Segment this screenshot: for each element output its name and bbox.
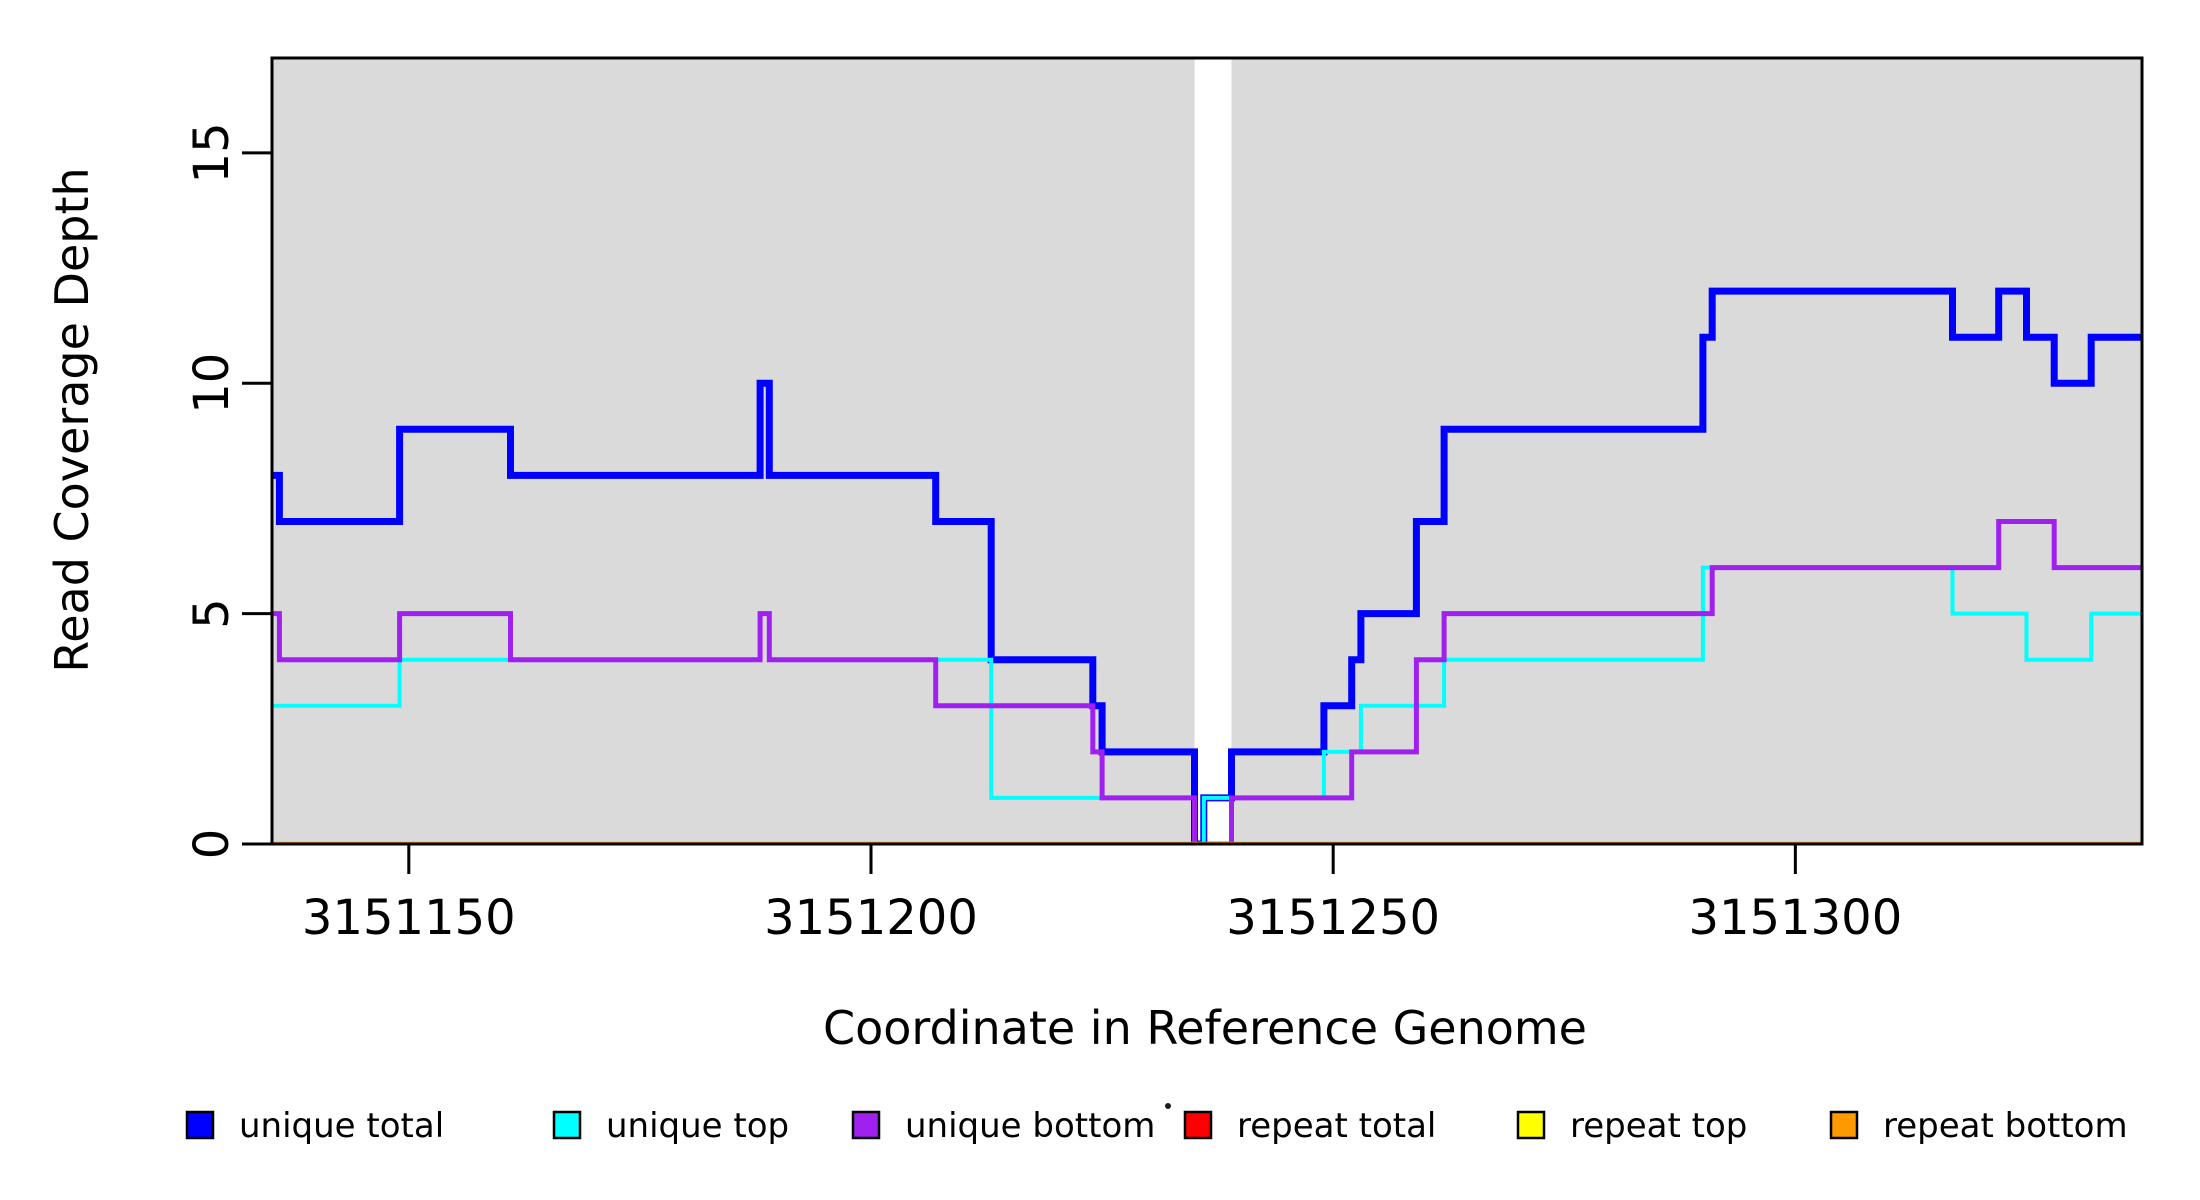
- legend-swatch-unique-total: [185, 1110, 215, 1140]
- x-axis-title: Coordinate in Reference Genome: [823, 1001, 1587, 1055]
- legend-item-unique-bottom: unique bottom: [851, 1106, 1155, 1146]
- legend-label-repeat-total: repeat total: [1237, 1106, 1436, 1146]
- legend: unique total unique top unique bottom repea…: [185, 1106, 2128, 1146]
- x-tick-label: 3151250: [1226, 890, 1440, 946]
- y-tick-label: 0: [184, 829, 240, 860]
- x-tick-label: 3151150: [302, 890, 516, 946]
- x-tick-label: 3151200: [764, 890, 978, 946]
- series-unique-total: [272, 287, 2142, 844]
- legend-label-unique-total: unique total: [239, 1106, 444, 1146]
- plot-border: [270, 56, 2144, 846]
- legend-item-unique-total: unique total: [185, 1106, 444, 1146]
- y-tick-label: 15: [184, 122, 240, 183]
- y-tick-label: 5: [184, 598, 240, 629]
- masked-region-band: [1194, 58, 1232, 844]
- legend-item-repeat-bottom: repeat bottom: [1829, 1106, 2128, 1146]
- x-axis: 3151150 3151200 3151250 3151300: [302, 844, 1902, 946]
- y-axis: 0 5 10 15: [184, 122, 272, 859]
- series-unique-bottom: [272, 519, 2142, 844]
- legend-label-unique-bottom: unique bottom: [905, 1106, 1155, 1146]
- legend-artifact-dot: [1165, 1103, 1171, 1109]
- y-axis-title: Read Coverage Depth: [45, 167, 99, 672]
- legend-swatch-unique-bottom: [851, 1110, 881, 1140]
- legend-item-repeat-top: repeat top: [1516, 1106, 1747, 1146]
- legend-swatch-repeat-top: [1516, 1110, 1546, 1140]
- legend-swatch-repeat-total: [1183, 1110, 1213, 1140]
- legend-item-repeat-total: repeat total: [1183, 1106, 1436, 1146]
- legend-swatch-repeat-bottom: [1829, 1110, 1859, 1140]
- x-tick-label: 3151300: [1688, 890, 1902, 946]
- legend-label-repeat-bottom: repeat bottom: [1883, 1106, 2128, 1146]
- legend-swatch-unique-top: [552, 1110, 582, 1140]
- series-lines: [272, 287, 2142, 844]
- legend-label-repeat-top: repeat top: [1570, 1106, 1747, 1146]
- legend-label-unique-top: unique top: [606, 1106, 789, 1146]
- y-tick-label: 10: [184, 353, 240, 414]
- legend-item-unique-top: unique top: [552, 1106, 789, 1146]
